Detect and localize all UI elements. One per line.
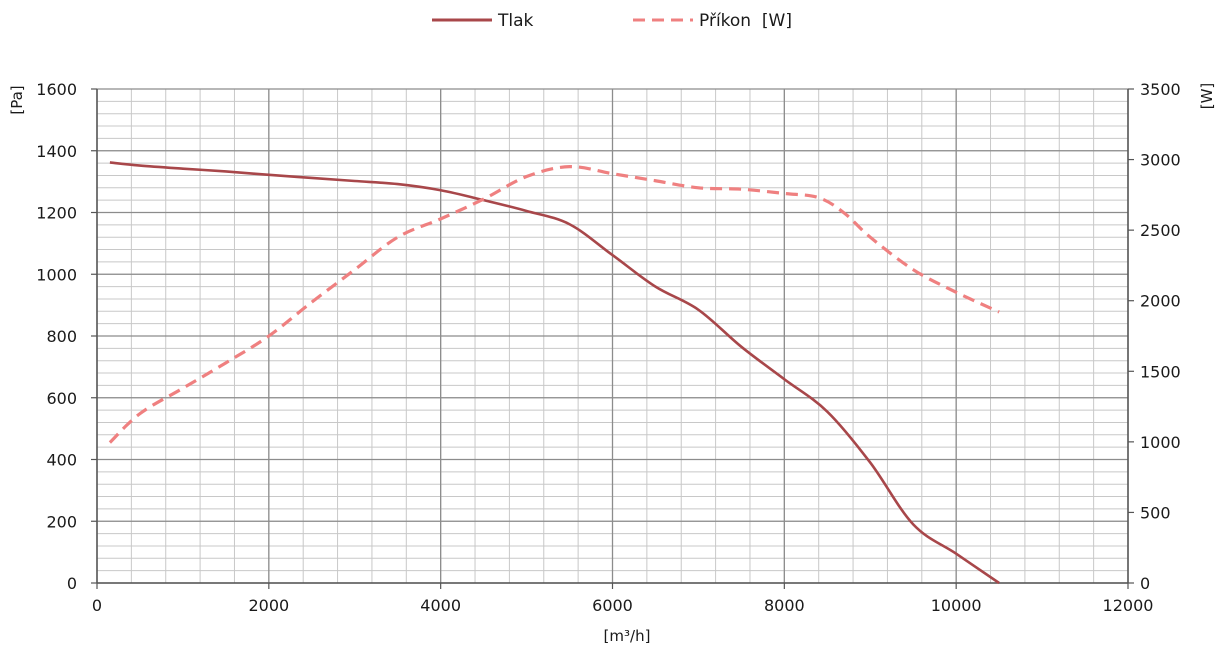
y-right-tick-labels: 0 500 1000 1500 2000 2500 3000 3500: [1128, 80, 1181, 593]
y-right-tick-label: 500: [1140, 503, 1171, 522]
legend-label-tlak: Tlak: [497, 11, 534, 31]
y-right-tick-label: 0: [1140, 574, 1150, 593]
y-left-tick-label: 0: [67, 574, 77, 593]
y-right-tick-label: 1500: [1140, 362, 1181, 381]
y-right-tick-label: 3500: [1140, 80, 1181, 99]
series-layer: [108, 161, 1000, 585]
y-right-tick-label: 1000: [1140, 433, 1181, 452]
x-tick-label: 12000: [1103, 596, 1154, 615]
y-left-tick-label: 600: [46, 389, 77, 408]
x-tick-label: 10000: [931, 596, 982, 615]
y-left-tick-label: 1400: [36, 142, 77, 161]
series-line-prikon: [108, 165, 1000, 444]
x-tick-label: 4000: [420, 596, 461, 615]
series-line-tlak: [109, 161, 1000, 585]
x-tick-label: 8000: [764, 596, 805, 615]
y-left-tick-label: 1200: [36, 204, 77, 223]
x-unit-label: [m³/h]: [604, 627, 651, 645]
x-tick-label: 2000: [248, 596, 289, 615]
legend: Tlak Příkon [W]: [432, 11, 792, 31]
y-right-tick-label: 2000: [1140, 292, 1181, 311]
y-left-unit-label: [Pa]: [8, 85, 26, 114]
y-right-unit-label: [W]: [1198, 83, 1216, 110]
y-left-tick-label: 1000: [36, 265, 77, 284]
x-tick-label: 6000: [592, 596, 633, 615]
x-tick-labels: 0 2000 4000 6000 8000 10000 12000: [92, 583, 1154, 615]
x-tick-label: 0: [92, 596, 102, 615]
y-right-tick-label: 3000: [1140, 151, 1181, 170]
y-left-tick-label: 800: [46, 327, 77, 346]
y-left-tick-label: 1600: [36, 80, 77, 99]
y-left-tick-labels: 0 200 400 600 800 1000 1200 1400 1600: [36, 80, 97, 593]
y-right-tick-label: 2500: [1140, 221, 1181, 240]
legend-label-prikon: Příkon [W]: [699, 11, 792, 31]
y-left-tick-label: 200: [46, 512, 77, 531]
y-left-tick-label: 400: [46, 451, 77, 470]
